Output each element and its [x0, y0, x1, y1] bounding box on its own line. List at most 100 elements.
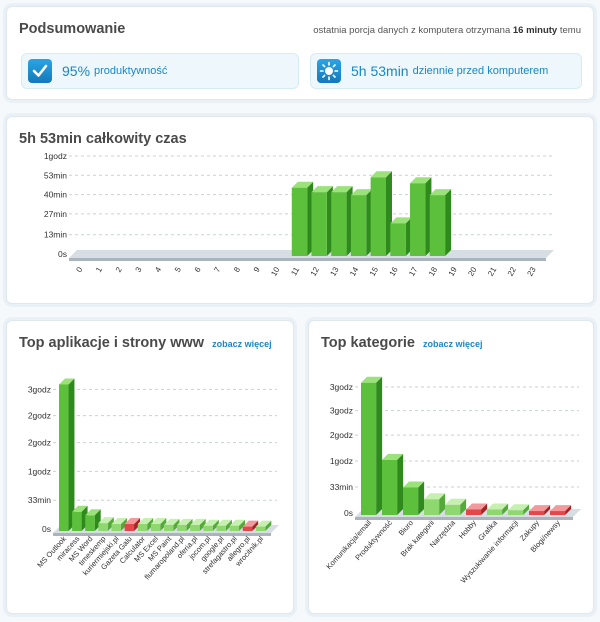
- chart-floor-edge: [53, 533, 271, 536]
- x-tick-label: 7: [212, 265, 222, 274]
- category-bar: [177, 518, 193, 531]
- x-tick-label: 2: [114, 265, 124, 274]
- daily-time-value: 5h 53min: [351, 63, 409, 79]
- y-tick-label: 27min: [44, 209, 67, 219]
- category-bar: [98, 517, 114, 531]
- category-bar: [242, 520, 259, 531]
- daily-time-pill: 5h 53min dziennie przed komputerem: [310, 53, 582, 89]
- x-tick-label: 6: [193, 265, 203, 274]
- category-bar: [382, 453, 404, 515]
- y-tick-label: 40min: [44, 190, 67, 200]
- y-tick-label: 3godz: [28, 384, 51, 394]
- x-tick-label: 8: [232, 265, 242, 274]
- hour-bar: [291, 181, 314, 256]
- x-tick-label: 4: [153, 265, 163, 274]
- category-bar: [203, 519, 219, 531]
- y-tick-label: 13min: [44, 230, 67, 240]
- x-tick-label: 10: [269, 265, 282, 278]
- top-apps-title: Top aplikacje i strony www zobacz więcej: [19, 335, 272, 351]
- summary-panel: Podsumowanie ostatnia porcja danych z ko…: [6, 6, 594, 100]
- category-bar: [111, 518, 127, 531]
- category-bar: [361, 376, 383, 515]
- hour-bar: [311, 186, 333, 256]
- y-tick-label: 3godz: [330, 406, 353, 416]
- x-tick-label: 12: [309, 265, 322, 278]
- daily-time-label: dziennie przed komputerem: [412, 65, 549, 77]
- x-tick-label: 22: [506, 265, 519, 278]
- x-tick-label: 21: [486, 265, 499, 278]
- category-label: Biuro: [397, 518, 415, 537]
- summary-title: Podsumowanie: [19, 21, 126, 37]
- top-apps-panel: Top aplikacje i strony www zobacz więcej…: [6, 320, 294, 614]
- category-label: Hobby: [457, 518, 478, 540]
- category-bar: [508, 504, 530, 515]
- x-tick-label: 19: [447, 265, 460, 278]
- top-categories-panel: Top kategorie zobacz więcej 0s 33min 1godz…: [308, 320, 594, 614]
- category-bar: [59, 378, 75, 531]
- sun-icon: [317, 59, 341, 83]
- hour-bar: [331, 186, 353, 256]
- y-tick-label: 2godz: [28, 438, 51, 448]
- category-bar: [150, 518, 167, 531]
- category-bar: [164, 518, 180, 531]
- y-tick-label: 1godz: [44, 151, 67, 161]
- y-tick-label: 0s: [42, 524, 51, 534]
- last-data-note: ostatnia porcja danych z komputera otrzy…: [313, 25, 581, 36]
- x-tick-label: 14: [348, 265, 361, 278]
- x-tick-label: 18: [427, 265, 440, 278]
- productivity-label: produktywność: [94, 65, 168, 77]
- x-tick-label: 16: [388, 265, 401, 278]
- category-bar: [190, 518, 206, 531]
- y-tick-label: 2godz: [330, 430, 353, 440]
- top-categories-title: Top kategorie zobacz więcej: [321, 335, 483, 351]
- x-tick-label: 13: [328, 265, 341, 278]
- x-tick-label: 15: [368, 265, 381, 278]
- y-tick-label: 1godz: [28, 466, 51, 476]
- hour-bar: [370, 171, 392, 256]
- x-tick-label: 9: [252, 265, 262, 274]
- hour-bar: [429, 189, 452, 256]
- category-bar: [487, 503, 509, 515]
- top-apps-more-link[interactable]: zobacz więcej: [212, 339, 272, 349]
- x-tick-label: 3: [134, 265, 144, 274]
- y-tick-label: 33min: [28, 495, 51, 505]
- y-tick-label: 2godz: [28, 411, 51, 421]
- category-bar: [137, 518, 154, 531]
- x-tick-label: 20: [466, 265, 479, 278]
- category-bar: [466, 503, 488, 515]
- y-tick-label: 3godz: [330, 382, 353, 392]
- x-tick-label: 0: [74, 265, 84, 274]
- y-tick-label: 53min: [44, 170, 67, 180]
- x-tick-label: 23: [525, 265, 538, 278]
- x-tick-label: 17: [407, 265, 420, 278]
- hour-bar: [410, 177, 432, 256]
- category-bar: [424, 493, 446, 515]
- category-bar: [255, 520, 272, 531]
- category-bar: [445, 498, 467, 515]
- chart-floor-edge: [69, 258, 546, 261]
- check-icon: [28, 59, 52, 83]
- productivity-pill: 95% produktywność: [21, 53, 299, 89]
- chart-floor-edge: [355, 517, 573, 520]
- category-bar: [124, 518, 141, 531]
- y-tick-label: 0s: [344, 508, 353, 518]
- total-time-panel: 5h 53min całkowity czas 0s 13min 27min 40mi…: [6, 116, 594, 304]
- category-bar: [403, 481, 425, 515]
- hour-bar: [390, 217, 412, 256]
- y-tick-label: 1godz: [330, 456, 353, 466]
- hour-bar: [350, 189, 373, 256]
- x-tick-label: 11: [289, 265, 301, 277]
- category-bar: [216, 519, 232, 531]
- category-bar: [229, 519, 246, 531]
- x-tick-label: 1: [94, 265, 104, 274]
- top-categories-more-link[interactable]: zobacz więcej: [423, 339, 483, 349]
- category-bar: [550, 505, 572, 515]
- total-time-title: 5h 53min całkowity czas: [19, 131, 187, 147]
- y-tick-label: 33min: [330, 482, 353, 492]
- productivity-value: 95%: [62, 63, 91, 79]
- x-tick-label: 5: [173, 265, 183, 274]
- y-tick-label: 0s: [58, 249, 67, 259]
- category-bar: [529, 505, 551, 515]
